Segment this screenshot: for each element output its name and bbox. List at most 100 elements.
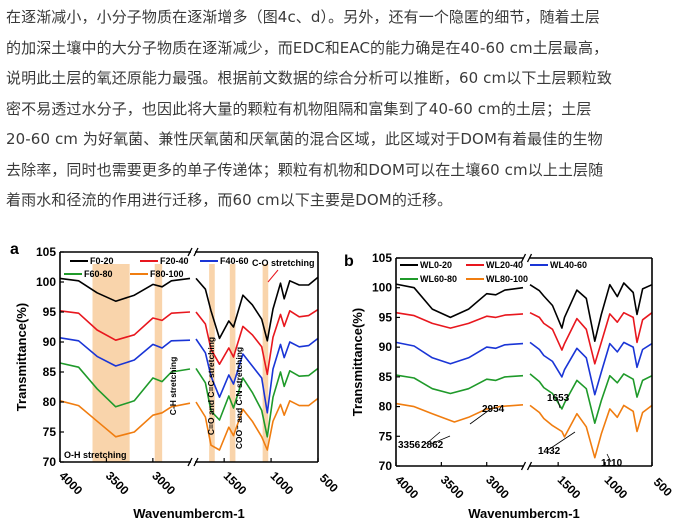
peak-leader: [425, 431, 441, 445]
legend-label: WL80-100: [486, 274, 528, 284]
peak-label: 3356: [398, 440, 421, 451]
series-line: [529, 404, 653, 459]
x-tick-label: 4000: [392, 473, 421, 502]
annotation-co-cc: C=O and C=C stretching: [206, 337, 216, 435]
y-axis-label: Transmittance(%): [350, 308, 365, 416]
legend-label: WL20-40: [486, 260, 523, 270]
axis-break-mark: [193, 457, 199, 467]
y-tick-label: 105: [36, 245, 56, 259]
series-WL60-80: [395, 373, 653, 424]
x-tick-label: 3000: [149, 469, 178, 498]
legend-label: F60-80: [84, 269, 113, 279]
peak-label: 1653: [547, 393, 570, 404]
axis-break-mark: [520, 253, 527, 263]
legend-label: WL0-20: [420, 260, 452, 270]
x-tick-label: 1000: [268, 469, 297, 498]
peak-leader: [469, 407, 493, 425]
series-F60-80: [59, 362, 319, 438]
x-tick-label: 3000: [483, 473, 512, 502]
x-tick-label: 1500: [221, 469, 250, 498]
y-tick-label: 105: [372, 251, 392, 265]
series-F40-60: [59, 337, 319, 414]
legend-label: F0-20: [90, 256, 114, 266]
series-line: [195, 397, 319, 451]
annotation-c-o: C-O stretching: [252, 258, 315, 268]
y-axis-label: Transmittance(%): [14, 303, 29, 411]
y-tick-label: 85: [43, 365, 57, 379]
y-tick-label: 100: [372, 281, 392, 295]
peak-label: 2862: [421, 440, 444, 451]
legend-label: F20-40: [160, 256, 189, 266]
series-WL20-40: [395, 311, 653, 365]
series-line: [529, 311, 653, 365]
series-WL80-100: [395, 402, 653, 459]
axis-break-mark: [520, 461, 527, 471]
legend-label: F40-60: [220, 256, 249, 266]
annotation-ch: C-H stretching: [168, 357, 178, 416]
y-tick-label: 85: [379, 370, 393, 384]
peak-label: 1110: [601, 458, 623, 469]
series-line: [195, 337, 319, 414]
panel-label: a: [10, 241, 19, 258]
y-tick-label: 80: [43, 395, 57, 409]
x-tick-label: 1500: [555, 473, 584, 502]
paragraph-line: 去除率，同时也需要更多的单子传递体；颗粒有机物和DOM可以在土壤60 cm以上土…: [6, 160, 604, 179]
x-tick-label: 3500: [438, 473, 467, 502]
ftir-figure: 70 75 80 85 90 95 100 105 4000 3500 3000 1500 1000 50…: [10, 241, 674, 521]
absorption-band: [154, 264, 163, 462]
paragraph-line: 密不易透过水分子，也因此将大量的颗粒有机物阻隔和富集到了40-60 cm的土层；…: [6, 99, 592, 118]
y-tick-label: 75: [379, 429, 393, 443]
annotation-oh: O-H stretching: [64, 450, 127, 460]
absorption-band: [229, 264, 236, 462]
annotation-arrow: [267, 269, 279, 283]
axis-break-mark: [526, 253, 533, 263]
axis-break-mark: [187, 247, 193, 257]
x-tick-label: 1000: [602, 473, 631, 502]
series-line: [59, 400, 191, 438]
legend-label: WL60-80: [420, 274, 457, 284]
axis-break-mark: [526, 461, 533, 471]
series-F80-100: [59, 397, 319, 451]
y-tick-label: 95: [379, 310, 393, 324]
series-line: [195, 276, 319, 342]
series-line: [529, 373, 653, 424]
peak-leader: [606, 453, 612, 463]
series-line: [59, 337, 191, 367]
y-tick-label: 75: [43, 425, 57, 439]
body-paragraph: 在逐渐减小，小分子物质在逐渐增多（图4c、d）。另外，还有一个隐匿的细节，随着土…: [6, 2, 670, 216]
y-tick-label: 70: [379, 459, 393, 473]
legend-label: WL40-60: [550, 260, 587, 270]
axis-break-mark: [187, 457, 193, 467]
series-line: [59, 277, 191, 302]
peak-label: 1432: [538, 446, 561, 457]
series-line: [529, 282, 653, 342]
series-WL0-20: [395, 282, 653, 342]
series-line: [395, 341, 524, 365]
series-line: [195, 367, 319, 438]
x-tick-label: 3500: [103, 469, 132, 498]
x-axis-label: Wavenumbercm-1: [133, 506, 245, 521]
peak-leader: [556, 396, 561, 409]
x-tick-label: 4000: [56, 469, 85, 498]
annotation-coo-cn: COO⁻ and C-N stretching: [234, 347, 244, 449]
y-tick-label: 95: [43, 305, 57, 319]
y-tick-label: 80: [379, 400, 393, 414]
peak-label: 2954: [482, 404, 505, 415]
series-line: [395, 283, 524, 319]
x-axis-label: Wavenumbercm-1: [468, 506, 580, 521]
series-line: [59, 362, 191, 408]
series-line: [395, 374, 524, 395]
axis-break-mark: [193, 247, 199, 257]
y-tick-label: 70: [43, 455, 57, 469]
series-line: [395, 311, 524, 329]
x-tick-label: 500: [651, 475, 674, 499]
series-line: [395, 402, 524, 423]
series-F20-40: [59, 308, 319, 376]
paragraph-line: 着雨水和径流的作用进行迁移，而60 cm以下主要是DOM的迁移。: [6, 191, 453, 209]
paragraph-line: 20-60 cm 为好氧菌、兼性厌氧菌和厌氧菌的混合区域，此区域对于DOM有着最…: [6, 130, 603, 148]
paragraph-line: 在逐渐减小，小分子物质在逐渐增多（图4c、d）。另外，还有一个隐匿的细节，随着土…: [6, 8, 600, 26]
x-tick-label: 500: [317, 471, 341, 495]
series-line: [529, 341, 653, 396]
legend-label: F80-100: [150, 269, 184, 279]
paragraph-line: 说明此土层的氧还原能力最强。根据前文数据的综合分析可以推断，60 cm以下土层颗…: [6, 69, 612, 87]
